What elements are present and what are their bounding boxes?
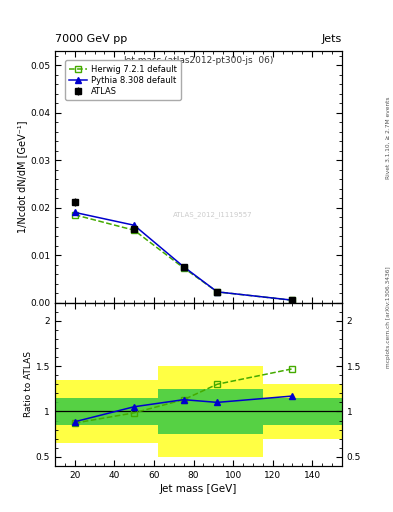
Pythia 8.308 default	[72, 209, 77, 216]
Herwig 7.2.1 default	[290, 297, 295, 303]
Y-axis label: 1/Ncdot dN/dM [GeV⁻¹]: 1/Ncdot dN/dM [GeV⁻¹]	[17, 121, 27, 233]
Herwig 7.2.1 default	[215, 289, 220, 295]
Line: Pythia 8.308 default: Pythia 8.308 default	[72, 209, 296, 303]
Text: ATLAS_2012_I1119557: ATLAS_2012_I1119557	[173, 211, 253, 218]
Text: Jet mass (atlas2012-pt300-js  06): Jet mass (atlas2012-pt300-js 06)	[123, 56, 274, 65]
Line: Herwig 7.2.1 default: Herwig 7.2.1 default	[72, 211, 296, 304]
Y-axis label: Ratio to ATLAS: Ratio to ATLAS	[24, 351, 33, 417]
Legend: Herwig 7.2.1 default, Pythia 8.308 default, ATLAS: Herwig 7.2.1 default, Pythia 8.308 defau…	[65, 60, 181, 100]
Pythia 8.308 default	[181, 264, 186, 270]
Herwig 7.2.1 default	[181, 265, 186, 271]
Pythia 8.308 default	[290, 297, 295, 303]
Pythia 8.308 default	[215, 289, 220, 295]
Herwig 7.2.1 default	[132, 227, 136, 233]
Text: Jets: Jets	[321, 33, 342, 44]
X-axis label: Jet mass [GeV]: Jet mass [GeV]	[160, 484, 237, 494]
Text: 7000 GeV pp: 7000 GeV pp	[55, 33, 127, 44]
Text: mcplots.cern.ch [arXiv:1306.3436]: mcplots.cern.ch [arXiv:1306.3436]	[386, 267, 391, 368]
Text: Rivet 3.1.10, ≥ 2.7M events: Rivet 3.1.10, ≥ 2.7M events	[386, 97, 391, 180]
Herwig 7.2.1 default	[72, 212, 77, 218]
Pythia 8.308 default	[132, 222, 136, 228]
